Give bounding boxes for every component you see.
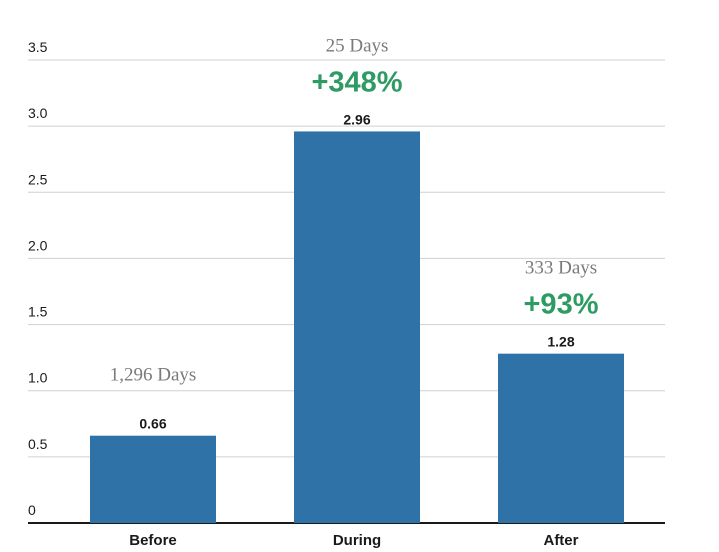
y-tick-label: 3.5 <box>28 39 48 55</box>
y-tick-label: 3.0 <box>28 105 48 121</box>
duration-label-during: 25 Days <box>326 35 389 56</box>
y-tick-label: 2.0 <box>28 237 48 253</box>
y-tick-label: 1.0 <box>28 370 48 386</box>
y-tick-label: 0.5 <box>28 436 48 452</box>
bars <box>90 131 624 524</box>
data-label-before: 0.66 <box>139 416 166 432</box>
y-tick-label: 1.5 <box>28 304 48 320</box>
duration-label-before: 1,296 Days <box>110 365 197 386</box>
change-label-after: +93% <box>524 289 599 321</box>
labels: 0 0.5 1.0 1.5 2.0 2.5 3.0 3.5 0.66 Before 1,296 Da… <box>28 35 599 549</box>
bar-before <box>90 435 216 523</box>
x-tick-label-during: During <box>333 532 381 549</box>
data-label-during: 2.96 <box>343 111 370 127</box>
y-tick-label: 0 <box>28 502 36 518</box>
duration-label-after: 333 Days <box>525 258 597 279</box>
x-tick-label-before: Before <box>129 532 177 549</box>
x-tick-label-after: After <box>543 532 578 549</box>
change-label-during: +348% <box>311 66 402 98</box>
bar-during <box>294 131 420 524</box>
bar-after <box>498 353 624 523</box>
data-label-after: 1.28 <box>547 334 574 350</box>
y-tick-label: 2.5 <box>28 171 48 187</box>
